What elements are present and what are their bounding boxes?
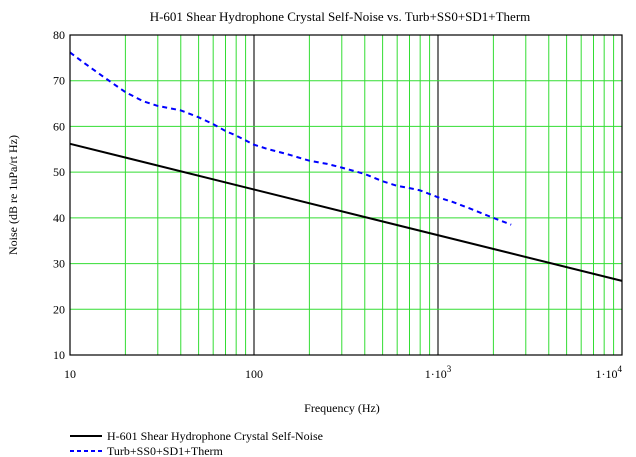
data-point [493,217,495,219]
data-point [326,163,328,165]
legend-label-self-noise: H-601 Shear Hydrophone Crystal Self-Nois… [107,429,323,443]
series-line-self-noise [69,142,623,282]
data-point [409,187,411,189]
chart-title: H-601 Shear Hydrophone Crystal Self-Nois… [150,9,531,24]
data-point [419,190,421,192]
y-tick-label: 70 [53,74,65,88]
data-point [180,110,182,112]
data-point [510,224,512,226]
data-point [268,149,270,151]
data-point [198,117,200,119]
legend: H-601 Shear Hydrophone Crystal Self-Nois… [70,429,323,457]
data-point [225,130,227,132]
x-axis-label: Frequency (Hz) [304,401,380,415]
data-point [452,201,454,203]
x-tick-label: 1·103 [425,364,452,381]
plot-frame [69,34,623,356]
data-point [341,167,343,169]
legend-label-turb: Turb+SS0+SD1+Therm [107,444,224,457]
data-point [84,63,86,65]
data-point [286,153,288,155]
x-tick-label: 100 [245,367,263,381]
data-point [470,208,472,210]
data-point [382,181,384,183]
y-tick-label: 20 [53,302,65,316]
y-tick-label: 10 [53,348,65,362]
y-axis-label: Noise (dB re 1uPa/rt Hz) [6,135,20,255]
data-point [396,185,398,187]
axis-ticks: 10 20 30 40 50 60 70 80 10 100 1·103 1·104 [53,28,623,381]
y-tick-label: 50 [53,165,65,179]
y-tick-label: 30 [53,257,65,271]
y-tick-label: 40 [53,211,65,225]
data-point [102,75,104,77]
data-point [125,91,127,93]
x-tick-label: 1·104 [596,364,623,381]
data-point [235,135,237,137]
data-point [309,160,311,162]
series-line-turb-ss0-sd1-therm [69,51,512,226]
data-point [142,101,144,103]
grid [70,35,622,355]
series-layer [69,51,623,282]
y-tick-label: 60 [53,119,65,133]
data-point [437,197,439,199]
data-point [253,144,255,146]
y-tick-label: 80 [53,28,65,42]
data-point [157,105,159,107]
data-point [364,173,366,175]
data-point [212,123,214,125]
x-tick-label: 10 [64,367,76,381]
